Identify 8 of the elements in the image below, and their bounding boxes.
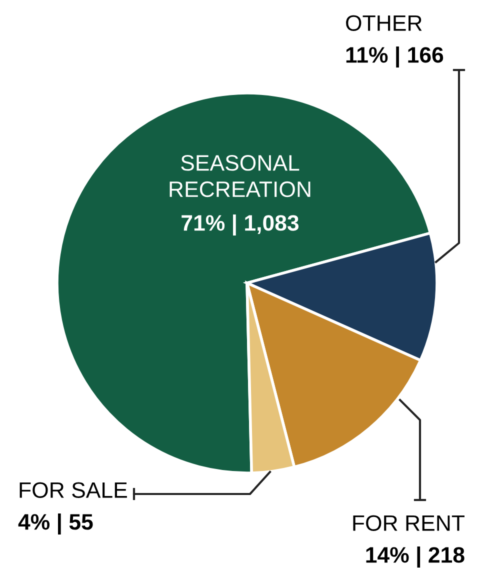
- data-label: 11% | 166: [346, 46, 444, 68]
- slice-label: OTHER: [346, 15, 422, 31]
- data-label: 71% | 1,083: [182, 214, 299, 236]
- slice-label: FOR SALE: [20, 482, 127, 498]
- slice-label: SEASONAL RECREATION: [170, 155, 310, 198]
- data-label: 14% | 218: [366, 546, 464, 568]
- data-label: 4% | 55: [18, 513, 93, 535]
- slice-label: FOR RENT: [353, 515, 464, 531]
